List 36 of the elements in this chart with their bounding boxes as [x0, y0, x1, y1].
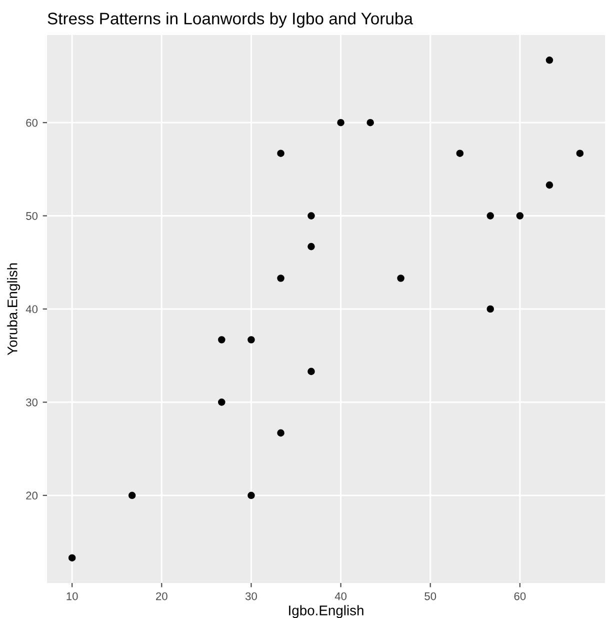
- point: [277, 150, 284, 157]
- point: [277, 274, 284, 282]
- point: [218, 336, 226, 344]
- y-tick-label: 60: [26, 118, 38, 127]
- point: [456, 150, 464, 157]
- point: [516, 212, 524, 220]
- y-tick-label: 20: [26, 492, 38, 500]
- point: [366, 118, 374, 126]
- point: [486, 212, 494, 220]
- point: [308, 368, 315, 376]
- point: [546, 181, 554, 189]
- y-tick-label: 50: [26, 212, 38, 220]
- point: [68, 554, 76, 562]
- point: [576, 150, 584, 157]
- point: [337, 118, 344, 126]
- x-tick-label: 50: [424, 592, 436, 600]
- point: [218, 398, 226, 406]
- point: [308, 212, 315, 220]
- point: [397, 274, 404, 282]
- x-tick-label: 20: [156, 592, 168, 600]
- x-tick-label: 60: [514, 592, 526, 600]
- x-tick-label: 30: [245, 592, 257, 600]
- y-tick-label: 30: [26, 398, 38, 406]
- y-axis-title: Yoruba.English: [7, 263, 20, 356]
- x-tick-label: 40: [334, 592, 347, 600]
- y-tick-label: 40: [26, 305, 38, 314]
- point: [248, 336, 255, 344]
- point: [546, 56, 554, 64]
- point: [248, 492, 255, 500]
- point: [486, 305, 494, 313]
- point: [277, 429, 284, 437]
- x-tick-label: 10: [66, 592, 78, 600]
- chart-title: Stress Patterns in Loanwords by Igbo and Yoruba: [48, 12, 413, 28]
- x-axis-title: Igbo.English: [289, 605, 364, 618]
- point: [128, 492, 136, 500]
- point: [308, 242, 315, 250]
